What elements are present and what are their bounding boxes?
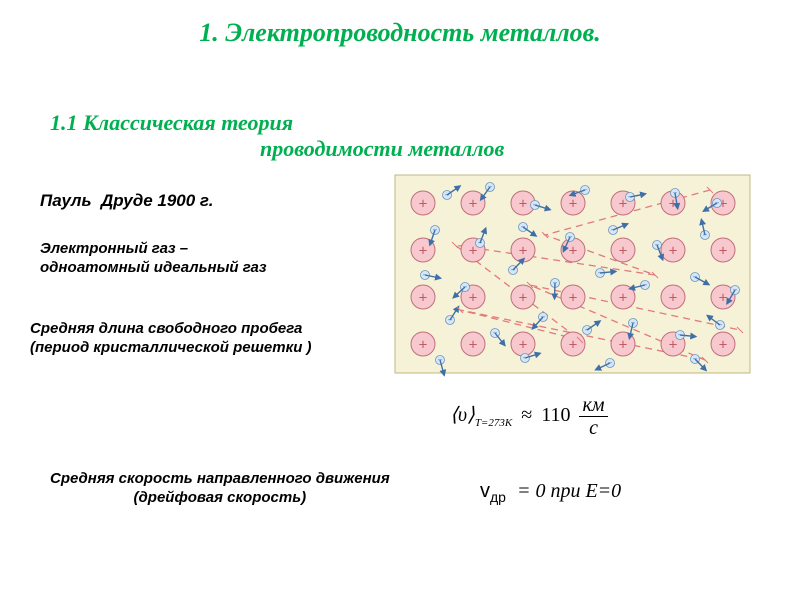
drift-equation: = 0 при E=0 — [511, 480, 621, 502]
symbol-upsilon: υ — [458, 404, 467, 426]
value-110: 110 — [541, 404, 570, 426]
symbol-v: v — [480, 480, 490, 502]
svg-text:+: + — [519, 337, 528, 354]
section-subtitle: 1.1 Классическая теория проводимости мет… — [50, 110, 504, 163]
unit-s: с — [579, 416, 607, 438]
label-free-path: Средняя длина свободного пробега (период… — [30, 320, 312, 358]
svg-text:+: + — [619, 290, 628, 307]
svg-text:−: − — [703, 231, 708, 240]
svg-text:+: + — [669, 290, 678, 307]
svg-text:+: + — [469, 337, 478, 354]
unit-km: км — [579, 395, 607, 416]
formula-thermal-velocity: ⟨υ⟩T=273K ≈ 110 км с — [450, 395, 612, 438]
subtitle-line1: 1.1 Классическая теория — [50, 110, 504, 136]
svg-text:+: + — [719, 337, 728, 354]
svg-text:+: + — [469, 196, 478, 213]
formula-drift-velocity: vдр = 0 при E=0 — [480, 480, 621, 505]
svg-text:+: + — [619, 243, 628, 260]
svg-text:+: + — [419, 290, 428, 307]
label-author: Пауль Друде 1900 г. — [40, 190, 214, 211]
svg-text:+: + — [519, 290, 528, 307]
subscript-drift: др — [490, 489, 506, 505]
svg-text:+: + — [619, 337, 628, 354]
svg-text:+: + — [569, 243, 578, 260]
svg-text:−: − — [463, 283, 468, 292]
svg-text:−: − — [718, 321, 723, 330]
label-electron-gas: Электронный газ – одноатомный идеальный … — [40, 240, 267, 278]
electron-gas-diagram: ++++++++++++++++++++++++++++−−−−−−−−−−−−… — [395, 175, 750, 373]
svg-text:+: + — [719, 290, 728, 307]
svg-text:+: + — [519, 196, 528, 213]
subtitle-line2: проводимости металлов — [50, 136, 504, 162]
svg-text:+: + — [669, 243, 678, 260]
svg-text:+: + — [569, 337, 578, 354]
approx-sign: ≈ — [517, 404, 536, 426]
svg-text:+: + — [419, 196, 428, 213]
page-title: 1. Электропроводность металлов. — [0, 18, 800, 48]
subscript-temperature: T=273K — [475, 417, 512, 429]
svg-text:+: + — [419, 243, 428, 260]
svg-text:+: + — [719, 243, 728, 260]
svg-text:+: + — [569, 290, 578, 307]
svg-text:+: + — [419, 337, 428, 354]
svg-text:−: − — [541, 313, 546, 322]
svg-text:−: − — [631, 319, 636, 328]
svg-text:+: + — [519, 243, 528, 260]
svg-text:+: + — [569, 196, 578, 213]
svg-text:+: + — [669, 337, 678, 354]
svg-text:−: − — [715, 199, 720, 208]
svg-text:+: + — [469, 290, 478, 307]
label-drift-velocity: Средняя скорость направленного движения … — [50, 470, 390, 508]
